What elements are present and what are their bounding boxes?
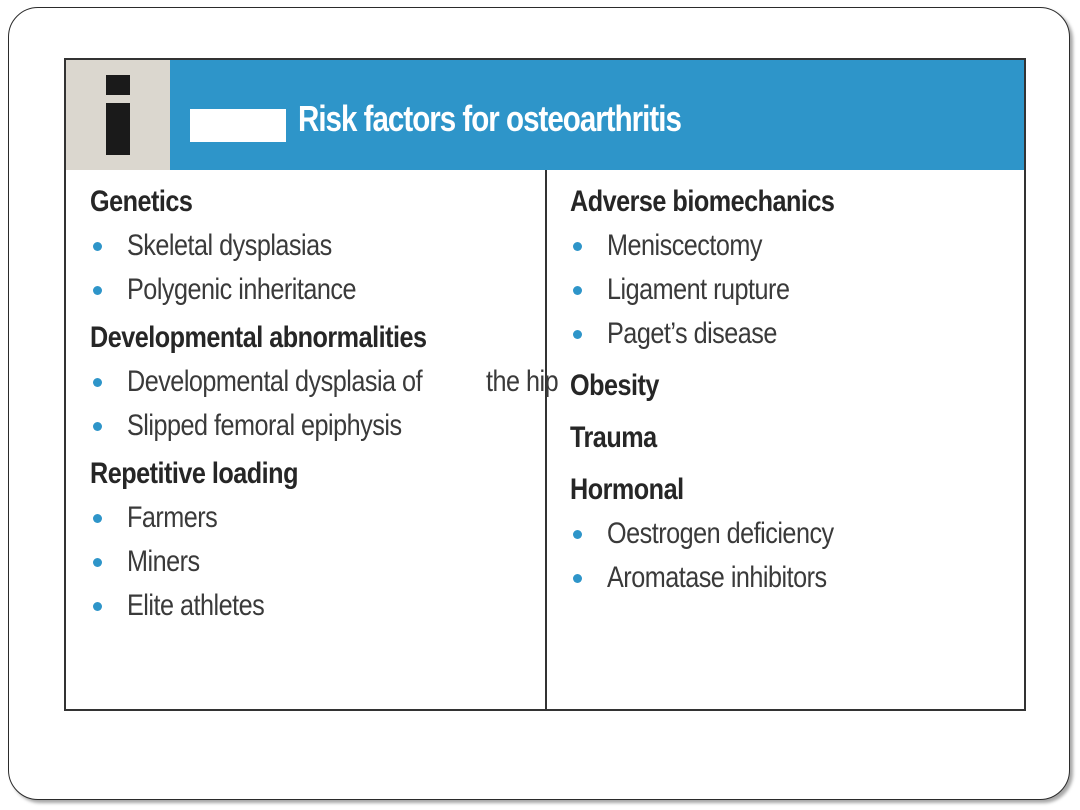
section-hormonal: Hormonal Oestrogen deficiency Aromatase …: [570, 468, 885, 600]
bullet-icon: [93, 514, 102, 523]
list-item: Polygenic inheritance: [90, 268, 572, 312]
bullet-icon: [573, 286, 582, 295]
section-adverse-biomechanics: Adverse biomechanics Meniscectomy Ligame…: [570, 180, 885, 356]
left-column: Genetics Skeletal dysplasias Polygenic i…: [90, 180, 572, 628]
box-title: Risk factors for osteoarthritis: [298, 98, 682, 139]
bullet-icon: [573, 242, 582, 251]
bullet-list: Developmental dysplasia of the hip Slipp…: [90, 360, 572, 448]
section-developmental: Developmental abnormalities Developmenta…: [90, 316, 572, 448]
section-heading: Adverse biomechanics: [570, 185, 835, 218]
list-item: Elite athletes: [90, 584, 572, 628]
info-box: Risk factors for osteoarthritis Genetics…: [64, 58, 1026, 711]
section-heading-obesity: Obesity: [570, 369, 659, 402]
label-placeholder: [190, 109, 286, 142]
bullet-icon: [93, 602, 102, 611]
bullet-icon: [93, 422, 102, 431]
section-genetics: Genetics Skeletal dysplasias Polygenic i…: [90, 180, 572, 312]
list-item: Paget’s disease: [570, 312, 885, 356]
bullet-icon: [573, 574, 582, 583]
section-repetitive-loading: Repetitive loading Farmers Miners Elite …: [90, 452, 572, 628]
bullet-icon: [573, 530, 582, 539]
section-heading: Developmental abnormalities: [90, 321, 427, 354]
list-item: Ligament rupture: [570, 268, 885, 312]
right-column: Adverse biomechanics Meniscectomy Ligame…: [570, 180, 885, 600]
list-item: Slipped femoral epiphysis: [90, 404, 572, 448]
column-divider: [545, 170, 547, 711]
section-heading: Genetics: [90, 185, 193, 218]
bullet-list: Meniscectomy Ligament rupture Paget’s di…: [570, 224, 885, 356]
bullet-icon: [573, 330, 582, 339]
list-item: Farmers: [90, 496, 572, 540]
bullet-list: Farmers Miners Elite athletes: [90, 496, 572, 628]
bullet-list: Oestrogen deficiency Aromatase inhibitor…: [570, 512, 885, 600]
list-item: Aromatase inhibitors: [570, 556, 885, 600]
bullet-icon: [93, 558, 102, 567]
list-item: Miners: [90, 540, 572, 584]
bullet-icon: [93, 378, 102, 387]
icon-cell: [66, 60, 170, 170]
info-icon-stem: [106, 103, 130, 155]
section-heading-trauma: Trauma: [570, 421, 657, 454]
info-icon: [106, 75, 130, 155]
section-heading: Repetitive loading: [90, 457, 298, 490]
bullet-list: Skeletal dysplasias Polygenic inheritanc…: [90, 224, 572, 312]
list-item: Meniscectomy: [570, 224, 885, 268]
box-header: Risk factors for osteoarthritis: [66, 60, 1024, 170]
list-item: Developmental dysplasia of the hip: [90, 360, 572, 404]
section-heading: Hormonal: [570, 473, 684, 506]
list-item: Skeletal dysplasias: [90, 224, 572, 268]
list-item: Oestrogen deficiency: [570, 512, 885, 556]
bullet-icon: [93, 242, 102, 251]
info-icon-dot: [106, 75, 130, 95]
bullet-icon: [93, 286, 102, 295]
